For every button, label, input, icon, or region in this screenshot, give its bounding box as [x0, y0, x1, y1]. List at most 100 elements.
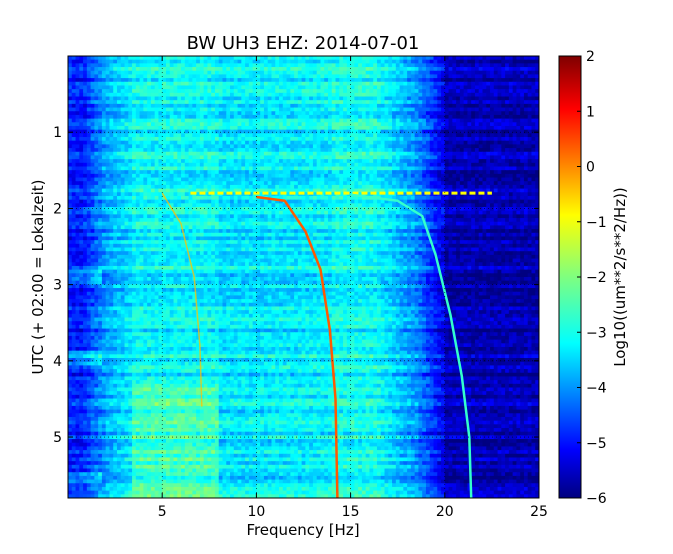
heatmap-cell: [520, 74, 525, 79]
heatmap-cell: [271, 74, 276, 79]
heatmap-cell: [380, 162, 386, 168]
heatmap-cell: [248, 111, 254, 116]
heatmap-cell: [497, 184, 502, 190]
heatmap-cell: [245, 125, 250, 131]
heatmap-cell: [463, 151, 469, 157]
heatmap-cell: [316, 89, 322, 94]
heatmap-cell: [410, 96, 416, 101]
heatmap-cell: [358, 78, 363, 83]
heatmap-cell: [71, 144, 77, 149]
heatmap-cell: [199, 118, 205, 123]
heatmap-cell: [399, 96, 404, 101]
heatmap-cell: [252, 114, 257, 120]
heatmap-cell: [523, 137, 529, 142]
heatmap-cell: [301, 122, 306, 127]
heatmap-cell: [260, 107, 265, 112]
heatmap-cell: [535, 63, 539, 68]
heatmap-cell: [252, 129, 257, 134]
heatmap-cell: [256, 129, 261, 134]
heatmap-cell: [158, 74, 163, 79]
heatmap-cell: [441, 129, 446, 134]
heatmap-cell: [384, 170, 389, 175]
heatmap-cell: [425, 181, 431, 186]
heatmap-cell: [493, 56, 499, 61]
heatmap-cell: [527, 144, 533, 149]
heatmap-cell: [297, 140, 303, 145]
heatmap-cell: [358, 67, 363, 72]
heatmap-cell: [196, 122, 201, 127]
heatmap-cell: [98, 151, 103, 157]
heatmap-cell: [294, 192, 299, 197]
heatmap-cell: [505, 155, 510, 160]
heatmap-cell: [297, 56, 303, 61]
heatmap-cell: [83, 56, 88, 61]
heatmap-cell: [90, 125, 95, 131]
heatmap-cell: [407, 103, 412, 109]
heatmap-cell: [474, 107, 480, 112]
heatmap-cell: [192, 137, 197, 142]
heatmap-cell: [267, 162, 273, 168]
heatmap-cell: [256, 78, 261, 83]
heatmap-cell: [429, 162, 435, 168]
heatmap-cell: [365, 159, 371, 164]
heatmap-cell: [441, 78, 446, 83]
heatmap-cell: [143, 144, 148, 149]
heatmap-cell: [184, 140, 190, 145]
heatmap-cell: [282, 81, 288, 87]
heatmap-cell: [199, 59, 205, 64]
heatmap-cell: [478, 118, 484, 123]
heatmap-cell: [286, 125, 291, 131]
heatmap-cell: [158, 85, 163, 90]
heatmap-cell: [354, 170, 359, 175]
heatmap-cell: [184, 188, 190, 193]
heatmap-cell: [147, 114, 152, 120]
heatmap-cell: [346, 70, 352, 76]
heatmap-cell: [459, 107, 465, 112]
heatmap-cell: [433, 81, 438, 87]
heatmap-cell: [407, 92, 412, 98]
heatmap-cell: [463, 181, 469, 186]
heatmap-cell: [165, 159, 171, 164]
heatmap-cell: [169, 199, 175, 204]
heatmap-cell: [290, 107, 295, 112]
heatmap-cell: [297, 199, 303, 204]
heatmap-cell: [184, 181, 190, 186]
heatmap-cell: [512, 56, 517, 61]
heatmap-cell: [516, 70, 521, 76]
heatmap-cell: [68, 114, 73, 120]
heatmap-cell: [369, 155, 374, 160]
heatmap-cell: [463, 148, 469, 153]
heatmap-cell: [410, 162, 416, 168]
heatmap-cell: [154, 63, 160, 68]
heatmap-cell: [384, 118, 389, 123]
heatmap-cell: [147, 56, 152, 61]
heatmap-cell: [361, 129, 367, 134]
heatmap-cell: [331, 100, 337, 105]
heatmap-cell: [230, 122, 235, 127]
heatmap-cell: [230, 96, 235, 101]
heatmap-cell: [109, 78, 114, 83]
heatmap-cell: [271, 100, 276, 105]
heatmap-cell: [271, 111, 276, 116]
heatmap-cell: [501, 81, 506, 87]
heatmap-cell: [297, 118, 303, 123]
heatmap-cell: [252, 188, 257, 193]
heatmap-cell: [425, 195, 431, 201]
heatmap-cell: [312, 162, 318, 168]
heatmap-cell: [365, 184, 371, 190]
heatmap-cell: [463, 173, 469, 179]
heatmap-cell: [218, 166, 224, 171]
heatmap-cell: [199, 140, 205, 145]
heatmap-cell: [226, 137, 231, 142]
heatmap-cell: [237, 67, 242, 72]
heatmap-cell: [290, 89, 295, 94]
heatmap-cell: [433, 181, 438, 186]
heatmap-cell: [109, 173, 114, 179]
heatmap-cell: [380, 67, 386, 72]
heatmap-cell: [158, 151, 163, 157]
heatmap-cell: [407, 195, 412, 201]
heatmap-cell: [320, 181, 325, 186]
heatmap-cell: [497, 78, 502, 83]
heatmap-cell: [425, 89, 431, 94]
heatmap-cell: [358, 111, 363, 116]
